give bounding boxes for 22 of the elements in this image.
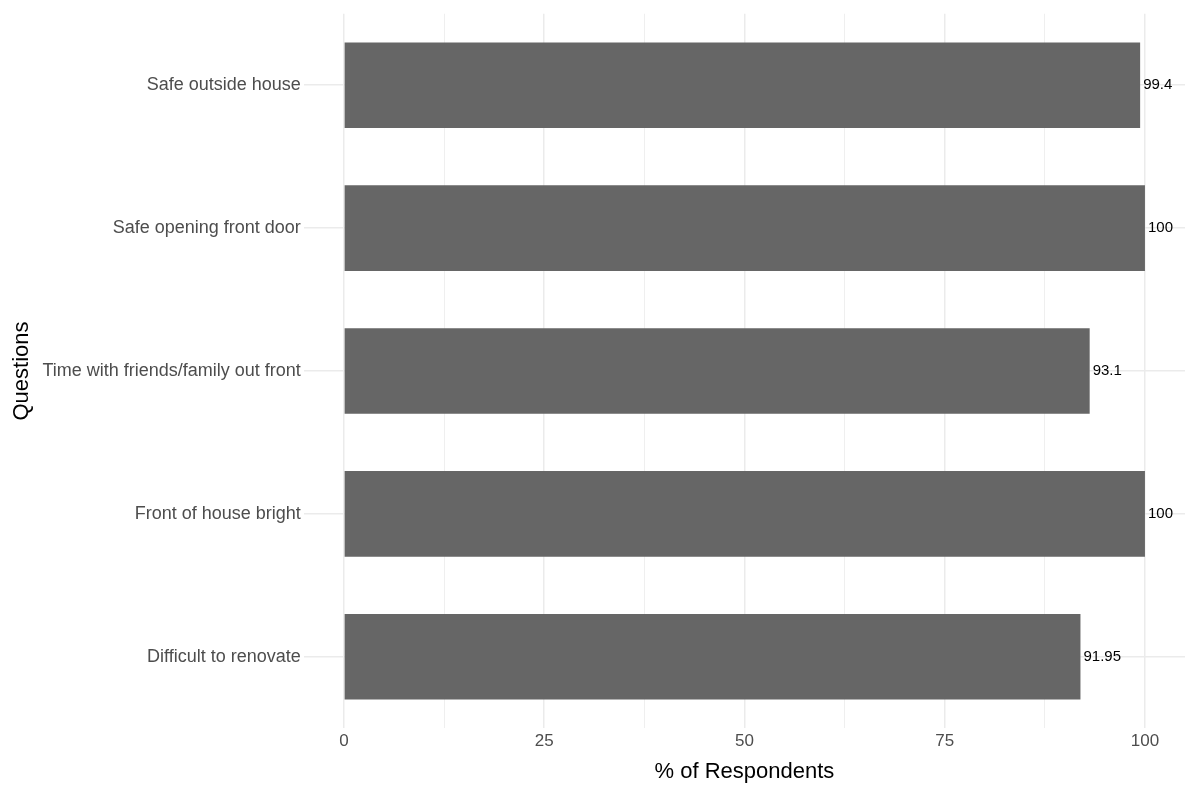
bar <box>344 42 1141 129</box>
bar <box>344 471 1145 557</box>
x-tick-label: 0 <box>339 731 349 751</box>
bar <box>344 328 1090 414</box>
data-label: 91.95 <box>1083 646 1122 664</box>
data-label: 100 <box>1147 218 1173 236</box>
y-tick-label: Difficult to renovate <box>147 645 301 666</box>
bar <box>344 185 1145 271</box>
data-label: 99.4 <box>1143 75 1173 93</box>
y-tick-label: Time with friends/family out front <box>42 359 301 380</box>
x-tick-label: 25 <box>534 731 554 751</box>
y-axis-title: Questions <box>8 321 34 421</box>
y-tick-label: Front of house bright <box>134 502 301 523</box>
x-tick-label: 75 <box>935 731 955 751</box>
x-axis-title: % of Respondents <box>654 757 835 783</box>
y-tick-label: Safe opening front door <box>112 217 301 238</box>
data-label: 93.1 <box>1092 361 1122 379</box>
x-tick-label: 50 <box>734 731 754 751</box>
x-tick-label: 100 <box>1130 731 1160 751</box>
data-label: 100 <box>1147 504 1173 522</box>
bar <box>344 613 1081 700</box>
y-tick-label: Safe outside house <box>146 74 301 95</box>
